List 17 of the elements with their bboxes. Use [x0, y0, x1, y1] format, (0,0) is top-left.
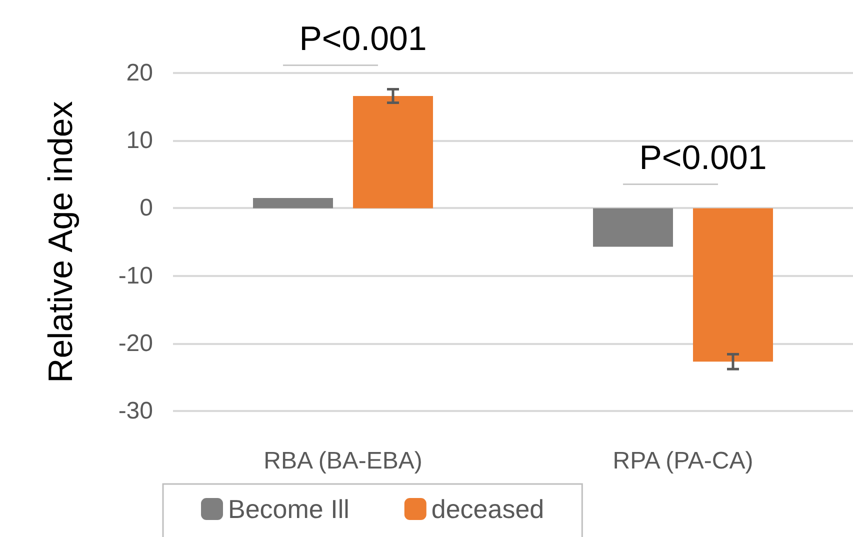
y-tick-label: -10	[118, 262, 153, 290]
x-tick-label: RBA (BA-EBA)	[264, 448, 422, 474]
bar	[593, 208, 673, 247]
y-tick-label: 0	[140, 194, 153, 222]
y-tick-label: -30	[118, 398, 153, 424]
bar	[353, 96, 433, 208]
y-tick-label: 10	[126, 127, 153, 154]
legend-label: deceased	[431, 494, 544, 524]
annotation: P<0.001	[639, 139, 767, 178]
text: P<0.001	[299, 20, 427, 58]
bar	[253, 198, 333, 208]
legend-label: Become Ill	[228, 494, 350, 524]
x-tick-label: RPA (PA-CA)	[612, 448, 754, 474]
y-tick-label: -20	[118, 330, 153, 357]
bar	[693, 208, 773, 362]
y-tick-label: 20	[126, 60, 153, 86]
y-axis-title: Relative Age index	[42, 101, 80, 383]
